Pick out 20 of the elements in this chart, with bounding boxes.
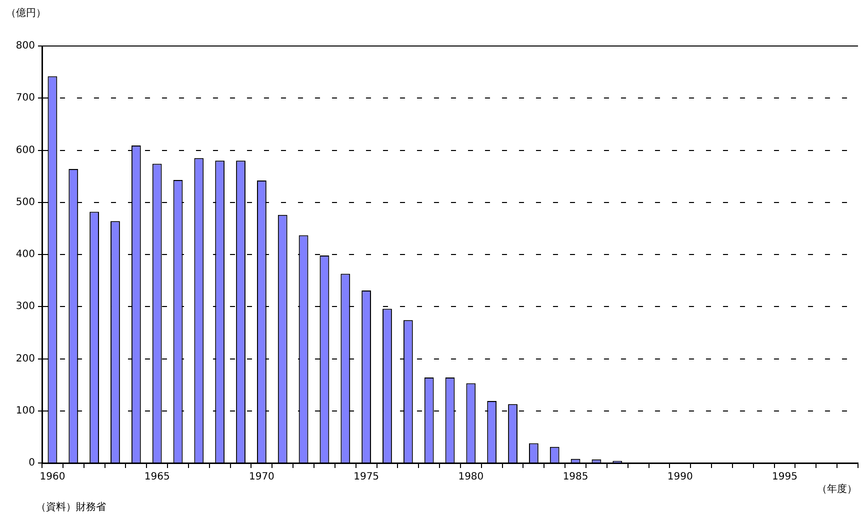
x-axis-title: （年度） [817, 482, 857, 496]
x-tick-label: 1990 [667, 472, 693, 483]
y-tick-label: 300 [16, 301, 35, 312]
x-tick-label: 1960 [40, 472, 66, 483]
x-tick-label: 1975 [354, 472, 380, 483]
y-tick-label: 0 [28, 458, 35, 469]
x-tick-label: 1995 [772, 472, 798, 483]
y-tick-label: 200 [16, 353, 35, 364]
x-tick-label: 1970 [248, 472, 274, 483]
y-tick-label: 500 [16, 196, 35, 208]
x-tick-label: 1985 [562, 472, 588, 483]
y-tick-label: 100 [16, 405, 35, 416]
y-tick-label: 600 [16, 144, 35, 156]
y-tick-label: 700 [16, 92, 35, 104]
x-tick-label: 1980 [458, 472, 484, 483]
text: （資料）財務省 [36, 500, 106, 514]
y-tick-label: 800 [16, 40, 35, 52]
y-tick-label: 400 [16, 249, 35, 260]
x-tick-label: 1965 [144, 472, 170, 483]
y-axis-title: （億円） [6, 6, 46, 20]
